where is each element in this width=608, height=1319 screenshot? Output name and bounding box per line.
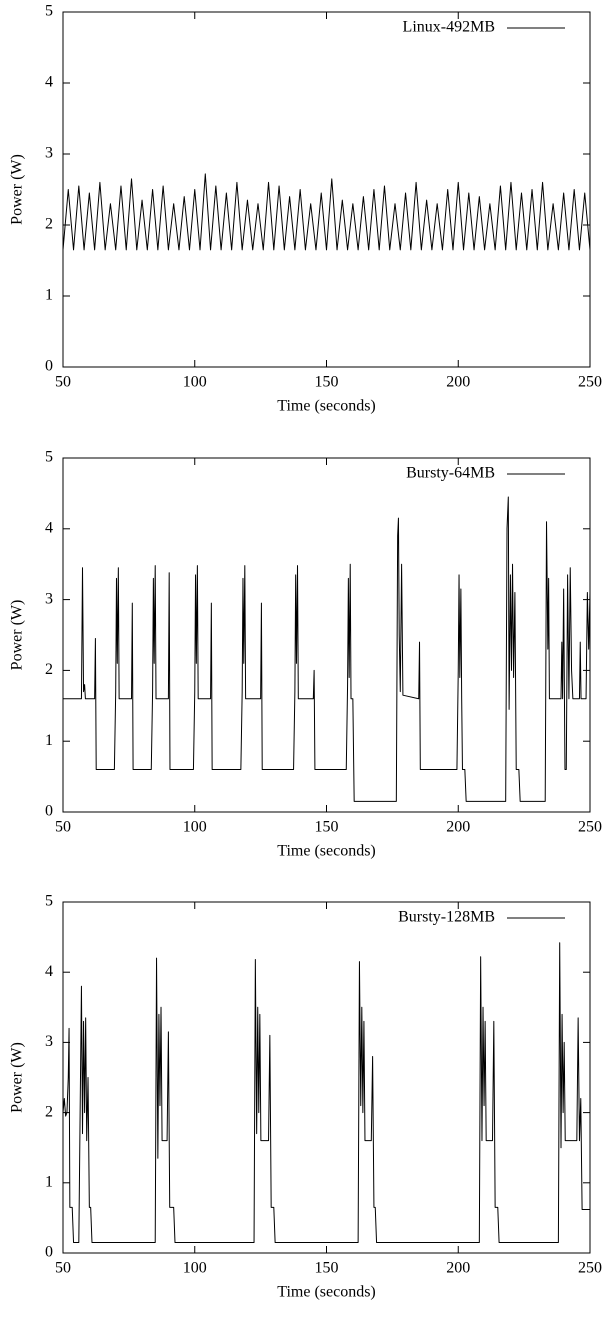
legend-label: Bursty-64MB <box>406 465 495 482</box>
x-tick-label: 250 <box>578 819 602 836</box>
y-tick-label: 5 <box>45 3 53 20</box>
y-axis-label: Power (W) <box>9 154 26 225</box>
x-tick-label: 250 <box>578 1260 602 1277</box>
plot-frame <box>62 457 591 813</box>
legend-label: Bursty-128MB <box>398 909 495 926</box>
y-axis-label: Power (W) <box>9 1042 26 1113</box>
x-tick-label: 100 <box>183 374 207 391</box>
x-tick-label: 50 <box>55 374 71 391</box>
x-tick-label: 50 <box>55 1260 71 1277</box>
x-axis-label: Time (seconds) <box>277 1284 376 1301</box>
y-tick-label: 1 <box>45 732 53 749</box>
x-axis-label: Time (seconds) <box>277 843 376 860</box>
y-tick-label: 2 <box>45 216 53 233</box>
y-tick-label: 0 <box>45 358 53 375</box>
panel: 0 1 2 3 4 5 50 100 150 200 250 Time (seconds) Power … <box>9 449 602 860</box>
y-tick-label: 4 <box>45 74 53 91</box>
y-tick-label: 4 <box>45 519 53 536</box>
panel: 0 1 2 3 4 5 50 100 150 200 250 Time (seconds) Power … <box>9 893 602 1301</box>
panel: 0 1 2 3 4 5 50 100 150 200 250 Time (seconds) Power … <box>9 3 602 415</box>
plot-frame <box>62 11 591 368</box>
x-tick-label: 200 <box>446 1260 470 1277</box>
y-tick-label: 1 <box>45 287 53 304</box>
y-tick-label: 0 <box>45 1244 53 1261</box>
x-tick-label: 150 <box>315 819 339 836</box>
x-tick-label: 200 <box>446 374 470 391</box>
x-tick-label: 150 <box>315 1260 339 1277</box>
x-tick-label: 50 <box>55 819 71 836</box>
legend-label: Linux-492MB <box>403 19 495 36</box>
y-tick-label: 3 <box>45 145 53 162</box>
plot-frame <box>62 901 591 1254</box>
y-tick-label: 1 <box>45 1173 53 1190</box>
y-tick-label: 3 <box>45 1033 53 1050</box>
y-tick-label: 2 <box>45 1103 53 1120</box>
y-tick-label: 4 <box>45 963 53 980</box>
x-tick-label: 200 <box>446 819 470 836</box>
x-axis-label: Time (seconds) <box>277 398 376 415</box>
y-tick-label: 2 <box>45 661 53 678</box>
data-line <box>62 173 591 251</box>
x-tick-label: 100 <box>183 819 207 836</box>
x-tick-label: 100 <box>183 1260 207 1277</box>
y-axis-label: Power (W) <box>9 600 26 671</box>
data-line <box>62 942 590 1243</box>
x-tick-label: 150 <box>315 374 339 391</box>
y-tick-label: 0 <box>45 803 53 820</box>
data-line <box>63 496 591 802</box>
y-tick-label: 5 <box>45 893 53 910</box>
y-tick-label: 3 <box>45 590 53 607</box>
x-tick-label: 250 <box>578 374 602 391</box>
y-tick-label: 5 <box>45 449 53 466</box>
